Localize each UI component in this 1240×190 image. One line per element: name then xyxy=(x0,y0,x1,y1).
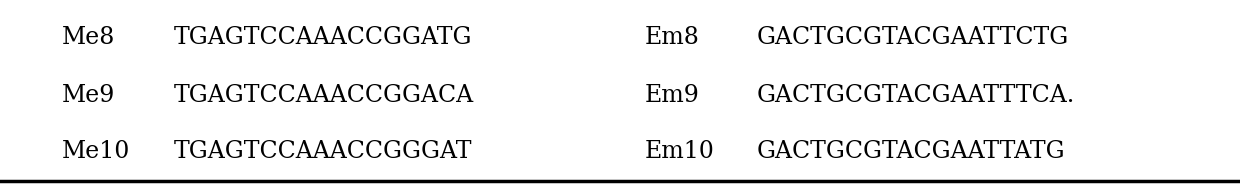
Text: TGAGTCCAAACCGGACA: TGAGTCCAAACCGGACA xyxy=(174,83,474,107)
Text: TGAGTCCAAACCGGGAT: TGAGTCCAAACCGGGAT xyxy=(174,140,472,164)
Text: Em8: Em8 xyxy=(645,26,699,50)
Text: Me10: Me10 xyxy=(62,140,130,164)
Text: TGAGTCCAAACCGGATG: TGAGTCCAAACCGGATG xyxy=(174,26,472,50)
Text: GACTGCGTACGAATTTCA.: GACTGCGTACGAATTTCA. xyxy=(756,83,1075,107)
Text: GACTGCGTACGAATTATG: GACTGCGTACGAATTATG xyxy=(756,140,1065,164)
Text: Me9: Me9 xyxy=(62,83,115,107)
Text: GACTGCGTACGAATTCTG: GACTGCGTACGAATTCTG xyxy=(756,26,1069,50)
Text: Em9: Em9 xyxy=(645,83,699,107)
Text: Em10: Em10 xyxy=(645,140,714,164)
Text: Me8: Me8 xyxy=(62,26,115,50)
